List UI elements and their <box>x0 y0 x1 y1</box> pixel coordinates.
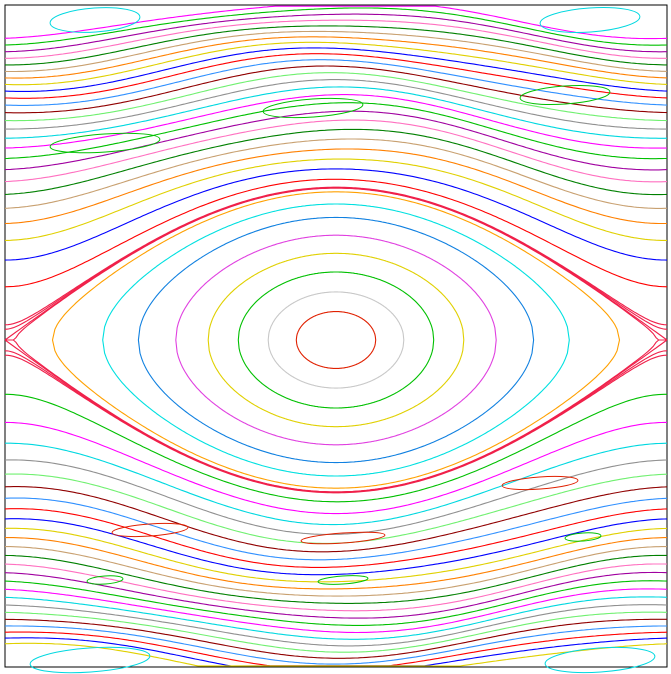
island <box>317 575 369 585</box>
rotational-orbit <box>4 588 668 634</box>
rotational-orbit <box>4 53 668 99</box>
rotational-orbit <box>4 604 668 647</box>
rotational-orbit <box>4 497 668 561</box>
librating-orbit <box>295 311 377 369</box>
island <box>544 646 656 674</box>
rotational-orbit <box>4 65 668 114</box>
rotational-orbit <box>4 618 667 659</box>
orbits <box>4 5 668 674</box>
plot-frame <box>4 4 668 668</box>
rotational-orbit <box>4 128 668 196</box>
rotational-orbit <box>5 86 668 139</box>
rotational-orbit <box>5 642 668 667</box>
rotational-orbit <box>4 119 668 183</box>
rotational-orbit <box>5 13 667 53</box>
rotational-orbit <box>5 19 667 59</box>
rotational-orbit <box>4 563 668 612</box>
island <box>49 132 161 154</box>
rotational-orbit <box>4 527 668 583</box>
rotational-orbit <box>5 393 667 503</box>
island <box>564 532 602 542</box>
island <box>29 646 151 674</box>
rotational-orbit <box>4 571 668 619</box>
librating-orbit <box>102 203 570 477</box>
rotational-orbit <box>4 486 668 553</box>
island <box>111 522 189 538</box>
librating-orbit <box>267 291 405 389</box>
separatrix <box>4 186 668 494</box>
rotational-orbit <box>4 36 668 79</box>
rotational-orbit <box>4 138 667 209</box>
rotational-orbit <box>5 442 668 526</box>
island <box>300 531 386 545</box>
rotational-orbit <box>4 59 668 106</box>
rotational-orbit <box>5 421 667 515</box>
rotational-orbit <box>5 537 667 590</box>
island <box>86 575 124 585</box>
rotational-orbit <box>4 596 668 640</box>
librating-orbit <box>237 271 435 409</box>
rotational-orbit <box>4 168 668 261</box>
rotational-orbit <box>4 580 668 626</box>
librating-orbit <box>207 252 465 428</box>
rotational-orbit <box>4 625 667 665</box>
rotational-orbit <box>4 94 668 149</box>
rotational-orbit <box>5 72 668 122</box>
island <box>501 475 579 491</box>
island <box>262 97 364 119</box>
rotational-orbit <box>4 508 668 568</box>
island <box>49 7 141 33</box>
rotational-orbit <box>5 158 667 241</box>
island <box>539 7 641 33</box>
rotational-orbit <box>4 148 667 225</box>
island <box>519 84 611 106</box>
rotational-orbit <box>4 110 668 171</box>
rotational-orbit <box>4 5 668 40</box>
librating-orbit <box>137 216 535 464</box>
rotational-orbit <box>4 611 667 653</box>
rotational-orbit <box>4 102 667 160</box>
rotational-orbit <box>4 178 668 288</box>
rotational-orbit <box>4 30 668 73</box>
rotational-orbit <box>5 546 667 597</box>
rotational-orbit <box>4 459 668 535</box>
rotational-orbit <box>5 79 667 130</box>
rotational-orbit <box>4 7 668 46</box>
librating-orbit <box>175 234 497 446</box>
rotational-orbit <box>4 41 668 86</box>
rotational-orbit <box>4 47 668 92</box>
librating-orbit <box>51 191 621 489</box>
rotational-orbit <box>5 631 668 667</box>
rotational-orbit <box>4 554 667 604</box>
rotational-orbit <box>5 637 668 667</box>
rotational-orbit <box>5 25 667 66</box>
